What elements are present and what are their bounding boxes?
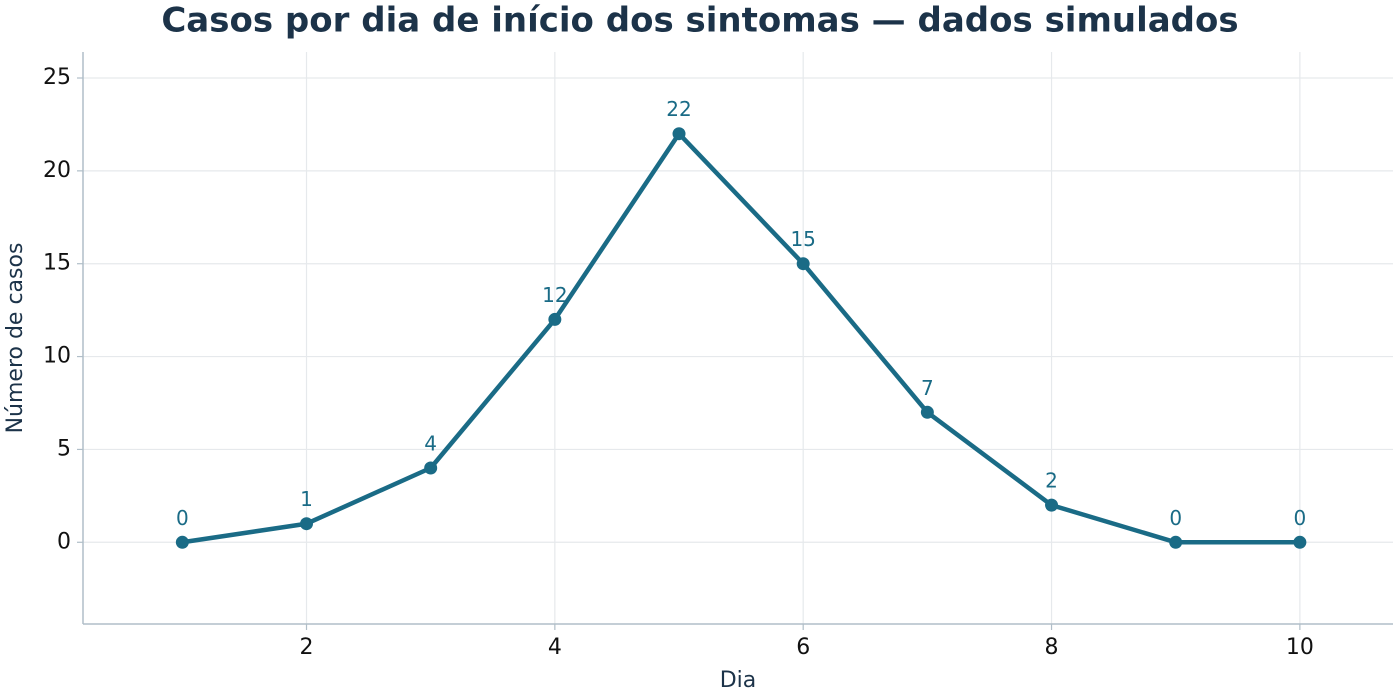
value-label: 1 xyxy=(300,487,313,511)
y-tick-label: 10 xyxy=(43,344,71,369)
value-label: 4 xyxy=(424,432,437,456)
point xyxy=(424,461,438,475)
point xyxy=(1169,535,1183,549)
point xyxy=(920,405,934,419)
point xyxy=(672,127,686,141)
value-label: 0 xyxy=(1169,506,1182,530)
value-label: 22 xyxy=(666,97,691,121)
line xyxy=(182,131,1300,545)
y-axis-label: Número de casos xyxy=(3,243,28,434)
value-label: 15 xyxy=(790,227,815,251)
point xyxy=(1045,498,1059,512)
y-tick-label: 5 xyxy=(57,436,71,461)
chart-title: Casos por dia de início dos sintomas — d… xyxy=(161,1,1238,41)
y-tick-label: 20 xyxy=(43,158,71,183)
x-tick-label: 10 xyxy=(1286,635,1314,660)
point xyxy=(300,517,314,531)
y-tick-label: 15 xyxy=(43,251,71,276)
x-tick-label: 6 xyxy=(796,635,810,660)
x-axis-label: Dia xyxy=(720,668,757,693)
point xyxy=(175,535,189,549)
y-tick-label: 25 xyxy=(43,65,71,90)
point xyxy=(1293,535,1307,549)
x-tick-label: 4 xyxy=(548,635,562,660)
point xyxy=(796,257,810,271)
point xyxy=(548,312,562,326)
value-label: 0 xyxy=(1294,506,1307,530)
value-label: 12 xyxy=(542,283,567,307)
value-label: 0 xyxy=(176,506,189,530)
x-tick-label: 2 xyxy=(300,635,314,660)
y-tick-label: 0 xyxy=(57,529,71,554)
value-label: 7 xyxy=(921,376,934,400)
value-label: 2 xyxy=(1045,469,1058,493)
x-tick-label: 8 xyxy=(1045,635,1059,660)
